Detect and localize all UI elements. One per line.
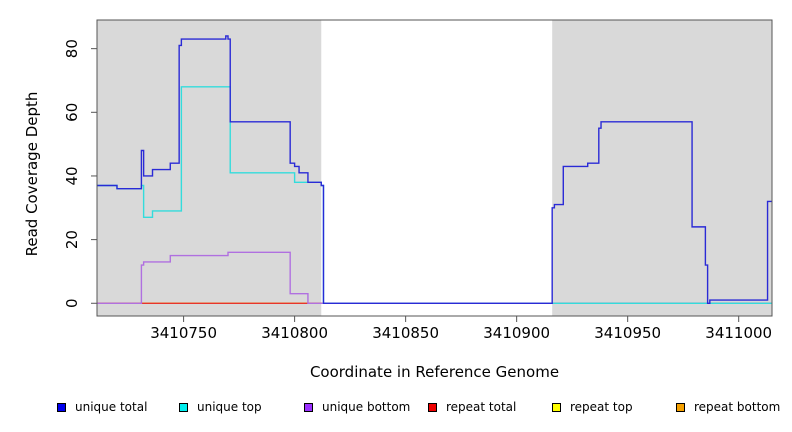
x-tick-label: 3410950 <box>594 324 661 342</box>
x-axis-title: Coordinate in Reference Genome <box>310 363 559 381</box>
y-tick-label: 0 <box>63 298 81 308</box>
legend-swatch <box>304 402 313 412</box>
y-tick-label: 60 <box>63 103 81 122</box>
legend-item-unique-top: unique top <box>179 400 262 414</box>
legend-item-repeat-top: repeat top <box>552 400 633 414</box>
legend-swatch <box>552 402 561 412</box>
legend-swatch <box>676 402 685 412</box>
legend-label: repeat top <box>570 400 633 414</box>
legend-swatch <box>179 402 188 412</box>
y-axis-title: Read Coverage Depth <box>23 92 41 257</box>
legend-item-unique-bottom: unique bottom <box>304 400 410 414</box>
legend-label: repeat bottom <box>694 400 781 414</box>
legend-label: unique bottom <box>322 400 411 414</box>
x-tick-label: 3410750 <box>150 324 217 342</box>
x-tick-label: 3410800 <box>261 324 328 342</box>
legend-item-repeat-total: repeat total <box>428 400 516 414</box>
series-lines <box>97 35 772 304</box>
x-tick-label: 3411000 <box>705 324 772 342</box>
y-tick-label: 40 <box>63 166 81 185</box>
legend-label: unique top <box>197 400 262 414</box>
legend-item-unique-total: unique total <box>57 400 147 414</box>
y-axis: 0 20 40 60 80 <box>63 39 97 308</box>
legend-swatch <box>428 402 437 412</box>
shaded-region-0 <box>97 20 322 316</box>
legend-swatch <box>57 402 66 412</box>
y-tick-label: 80 <box>63 39 81 58</box>
plot-frame <box>96 19 773 317</box>
series-line-unique-bottom <box>97 251 772 304</box>
legend-label: unique total <box>75 400 148 414</box>
x-tick-label: 3410850 <box>372 324 439 342</box>
legend-label: repeat total <box>446 400 517 414</box>
x-axis: 3410750 3410800 3410850 3410900 3410950 34110… <box>150 316 772 342</box>
x-tick-label: 3410900 <box>483 324 550 342</box>
shaded-regions <box>97 20 772 316</box>
legend: unique total unique top unique bottom repea… <box>0 400 792 420</box>
shaded-region-1 <box>552 20 772 316</box>
series-line-unique-total <box>97 35 772 304</box>
coverage-chart: 3410750 3410800 3410850 3410900 3410950 34110… <box>23 19 773 381</box>
y-tick-label: 20 <box>63 230 81 249</box>
legend-item-repeat-bottom: repeat bottom <box>676 400 780 414</box>
